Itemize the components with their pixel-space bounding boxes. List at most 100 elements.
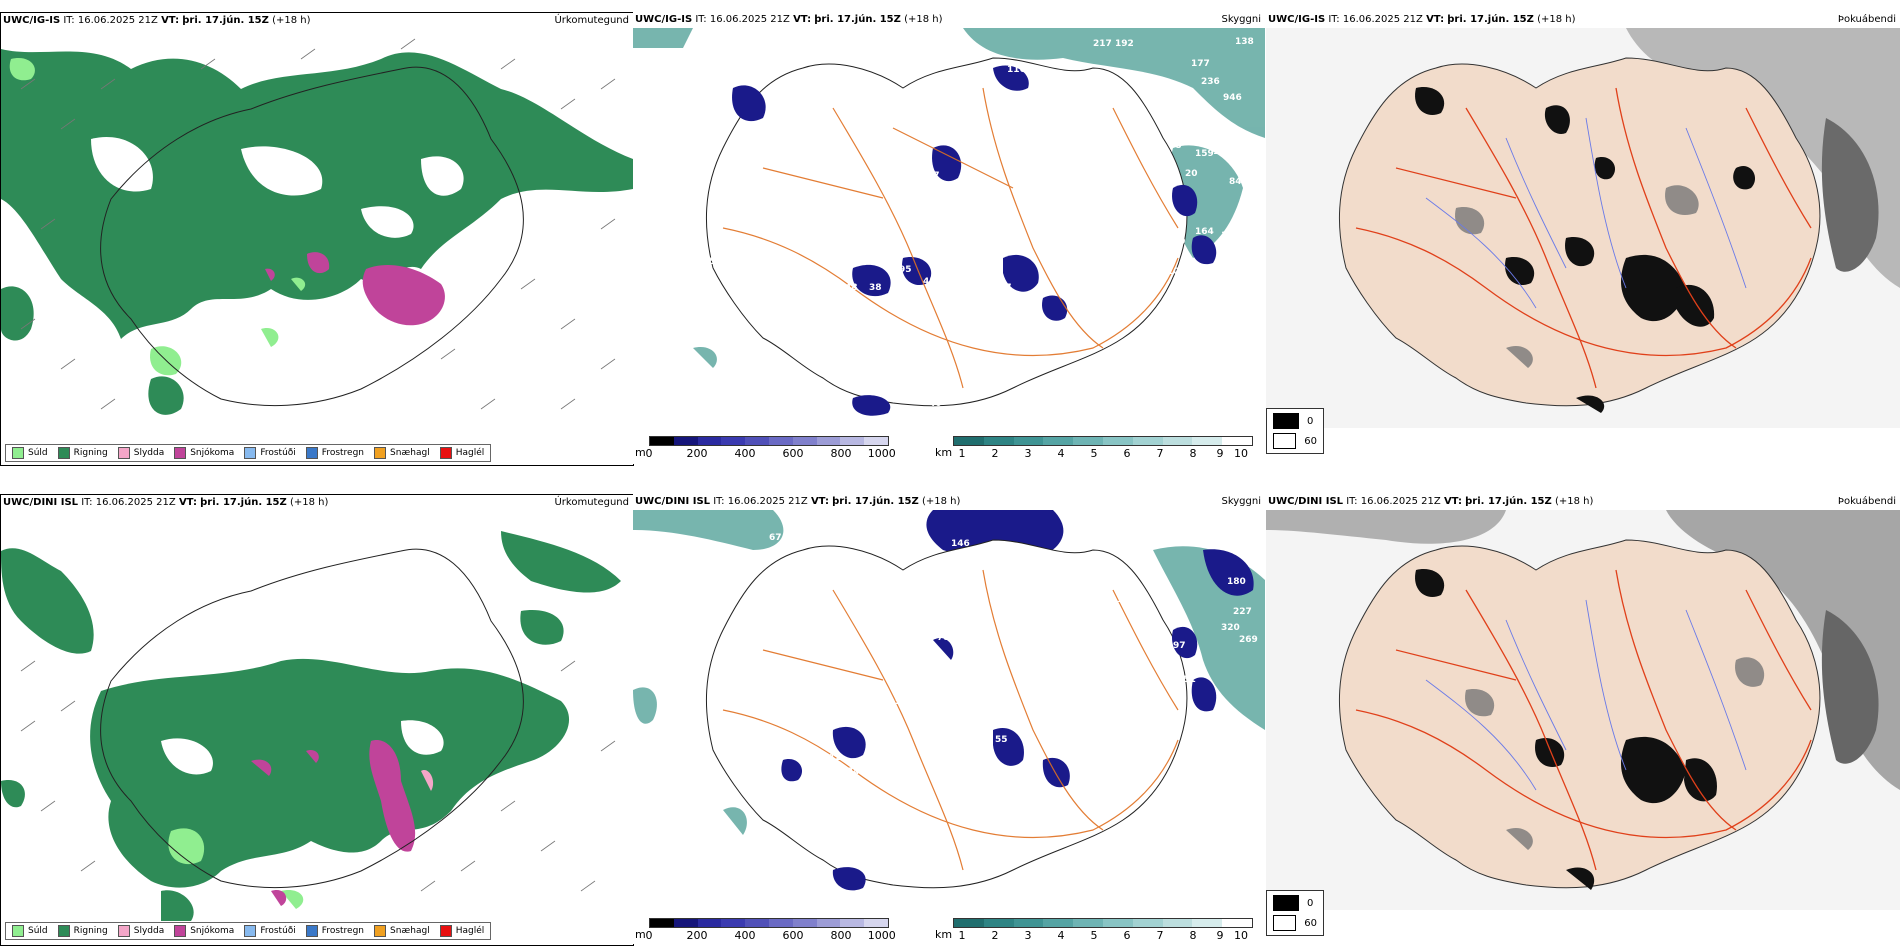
legend-item: Snjókoma xyxy=(174,447,234,459)
fog-map xyxy=(1266,28,1900,428)
svg-text:227: 227 xyxy=(1233,607,1252,617)
svg-text:106: 106 xyxy=(991,541,1010,551)
legend-item: Frostregn xyxy=(305,925,364,937)
panel-header: UWC/DINI ISL IT: 16.06.2025 21Z VT: þri.… xyxy=(3,497,329,508)
svg-text:127: 127 xyxy=(943,235,962,245)
svg-text:74: 74 xyxy=(847,767,860,777)
svg-text:116: 116 xyxy=(1007,65,1026,75)
panel-title: Þokuábendi xyxy=(1837,496,1896,507)
svg-text:75: 75 xyxy=(991,699,1004,709)
svg-text:40: 40 xyxy=(929,399,942,409)
svg-text:946: 946 xyxy=(1223,93,1242,103)
precip-map xyxy=(1,511,633,921)
svg-text:35: 35 xyxy=(703,257,716,267)
svg-text:20: 20 xyxy=(1185,169,1198,179)
svg-text:192: 192 xyxy=(1115,39,1134,49)
svg-text:39: 39 xyxy=(1081,295,1094,305)
svg-text:41: 41 xyxy=(991,265,1004,275)
fog-index-panel-top: UWC/IG-IS IT: 16.06.2025 21Z VT: þri. 17… xyxy=(1266,12,1900,464)
svg-text:47: 47 xyxy=(999,283,1012,293)
legend-item: Frostúði xyxy=(244,447,296,459)
svg-text:159: 159 xyxy=(1195,149,1214,159)
svg-text:69: 69 xyxy=(815,733,828,743)
visibility-panel-bottom: UWC/DINI ISL IT: 16.06.2025 21Z VT: þri.… xyxy=(633,494,1265,944)
svg-text:170: 170 xyxy=(1169,95,1188,105)
legend-item: Haglél xyxy=(439,925,484,937)
svg-text:68: 68 xyxy=(1141,121,1154,131)
svg-text:38: 38 xyxy=(1169,141,1182,151)
svg-text:84: 84 xyxy=(1065,713,1078,723)
legend-item: Snjókoma xyxy=(174,925,234,937)
svg-text:151: 151 xyxy=(1177,675,1196,685)
cloud-base-colorbar: m 0 200 400 600 800 1000 xyxy=(635,436,896,460)
panel-header: UWC/IG-IS IT: 16.06.2025 21Z VT: þri. 17… xyxy=(1268,14,1576,25)
svg-text:51: 51 xyxy=(801,745,814,755)
fog-index-legend: 0 60 xyxy=(1266,890,1324,936)
svg-text:28: 28 xyxy=(829,343,842,353)
legend-item: Snæhagl xyxy=(374,925,430,937)
svg-text:236: 236 xyxy=(1201,77,1220,87)
svg-text:164: 164 xyxy=(1195,227,1214,237)
svg-text:63: 63 xyxy=(921,673,934,683)
svg-text:848: 848 xyxy=(1229,177,1248,187)
svg-text:105: 105 xyxy=(1117,595,1136,605)
svg-text:185: 185 xyxy=(1243,147,1262,157)
svg-text:41: 41 xyxy=(873,703,886,713)
svg-text:63: 63 xyxy=(1163,231,1176,241)
precip-type-legend: Súld Rigning Slydda Snjókoma Frostúði Fr… xyxy=(5,444,492,462)
legend-item: Slydda xyxy=(117,447,164,459)
precip-type-panel-top: UWC/IG-IS IT: 16.06.2025 21Z VT: þri. 17… xyxy=(0,12,634,466)
svg-text:138: 138 xyxy=(1235,37,1254,47)
svg-text:59: 59 xyxy=(1173,237,1186,247)
svg-text:60: 60 xyxy=(1043,741,1056,751)
fog-index-legend: 0 60 xyxy=(1266,408,1324,454)
svg-text:45: 45 xyxy=(923,277,936,287)
svg-text:60: 60 xyxy=(793,271,806,281)
legend-item: Haglél xyxy=(439,447,484,459)
svg-text:320: 320 xyxy=(1221,623,1240,633)
svg-text:97: 97 xyxy=(1173,641,1186,651)
svg-text:64: 64 xyxy=(943,191,956,201)
svg-text:269: 269 xyxy=(1239,635,1258,645)
svg-text:44: 44 xyxy=(1049,339,1062,349)
svg-text:156: 156 xyxy=(1221,231,1240,241)
precip-map xyxy=(1,29,633,443)
svg-text:180: 180 xyxy=(1227,577,1246,587)
svg-text:217: 217 xyxy=(1093,39,1112,49)
svg-text:51: 51 xyxy=(781,97,794,107)
svg-text:67: 67 xyxy=(769,533,782,543)
panel-title: Úrkomutegund xyxy=(554,15,629,26)
panel-title: Skyggni xyxy=(1221,14,1261,25)
svg-text:177: 177 xyxy=(1191,59,1210,69)
svg-text:55: 55 xyxy=(995,735,1008,745)
panel-header: UWC/IG-IS IT: 16.06.2025 21Z VT: þri. 17… xyxy=(3,15,311,26)
svg-text:99: 99 xyxy=(895,697,908,707)
precip-type-panel-bottom: UWC/DINI ISL IT: 16.06.2025 21Z VT: þri.… xyxy=(0,494,634,946)
svg-text:107: 107 xyxy=(1045,651,1064,661)
svg-text:52: 52 xyxy=(853,713,866,723)
legend-item: Súld xyxy=(12,447,48,459)
legend-item: Frostregn xyxy=(305,447,364,459)
visibility-map: 97 146 106 180 227 320 269 105 60 97 151… xyxy=(633,510,1265,910)
svg-text:40: 40 xyxy=(861,801,874,811)
svg-text:82: 82 xyxy=(1161,257,1174,267)
svg-text:184: 184 xyxy=(1219,245,1238,255)
visibility-map: 116 138 177 236 170 946 185 132 159 848 … xyxy=(633,28,1265,428)
svg-text:63: 63 xyxy=(819,361,832,371)
svg-text:117: 117 xyxy=(1047,221,1066,231)
panel-title: Skyggni xyxy=(1221,496,1261,507)
svg-text:22: 22 xyxy=(929,355,942,365)
svg-text:48: 48 xyxy=(845,283,858,293)
fog-index-panel-bottom: UWC/DINI ISL IT: 16.06.2025 21Z VT: þri.… xyxy=(1266,494,1900,944)
svg-text:57: 57 xyxy=(787,259,800,269)
svg-text:77: 77 xyxy=(927,171,940,181)
panel-header: UWC/DINI ISL IT: 16.06.2025 21Z VT: þri.… xyxy=(1268,496,1594,507)
svg-text:29: 29 xyxy=(909,355,922,365)
legend-item: Rigning xyxy=(57,925,108,937)
svg-text:64: 64 xyxy=(1045,727,1058,737)
precip-type-legend: Súld Rigning Slydda Snjókoma Frostúði Fr… xyxy=(5,922,492,940)
svg-text:12: 12 xyxy=(829,753,842,763)
panel-header: UWC/IG-IS IT: 16.06.2025 21Z VT: þri. 17… xyxy=(635,14,943,25)
svg-text:206: 206 xyxy=(731,567,750,577)
svg-text:146: 146 xyxy=(951,539,970,549)
